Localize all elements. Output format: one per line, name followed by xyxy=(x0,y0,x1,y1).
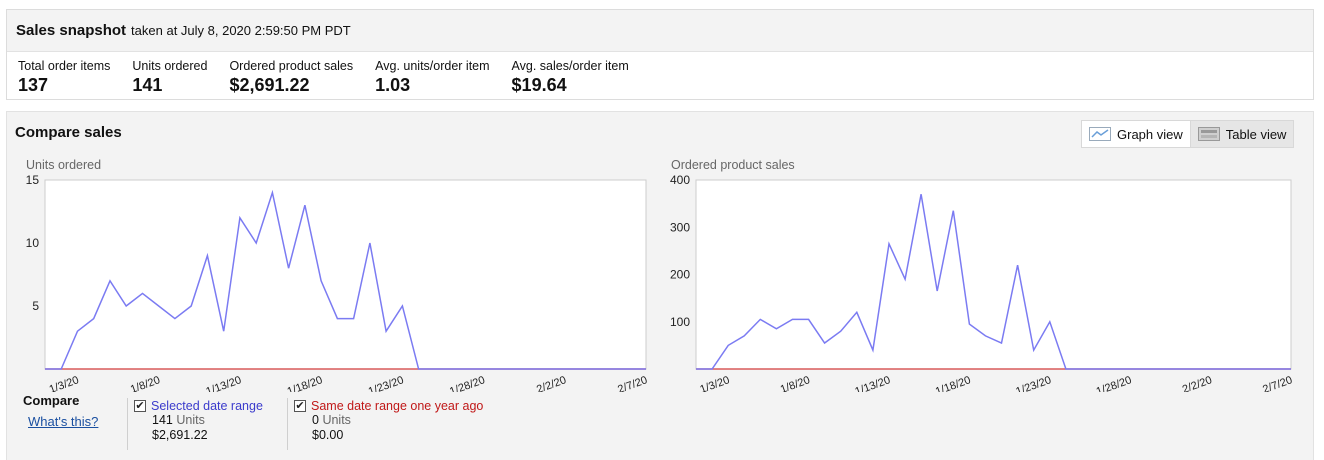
metric-label: Avg. sales/order item xyxy=(511,59,629,73)
x-tick-label: 1/8/20 xyxy=(779,374,812,392)
legend-divider xyxy=(127,398,128,450)
y-tick-label: 400 xyxy=(670,173,690,187)
snapshot-header: Sales snapshot taken at July 8, 2020 2:5… xyxy=(7,10,1313,52)
x-tick-label: 2/7/20 xyxy=(1261,374,1294,392)
metric-value: 137 xyxy=(18,75,49,95)
y-tick-label: 300 xyxy=(670,220,690,234)
units-chart-title: Units ordered xyxy=(26,158,102,172)
metric-value: $19.64 xyxy=(511,75,567,95)
plot-area xyxy=(695,179,1292,370)
table-icon xyxy=(1197,127,1220,141)
metric-label: Total order items xyxy=(18,59,111,73)
view-toggle: Graph view Table view xyxy=(1081,120,1295,148)
selected-range-checkbox[interactable]: ✔ xyxy=(134,399,146,412)
prior-range-label: Same date range one year ago xyxy=(311,399,484,413)
prior-range-checkbox[interactable]: ✔ xyxy=(294,399,306,412)
prior-range-units: 0 Units xyxy=(294,413,483,428)
x-tick-label: 1/23/20 xyxy=(367,374,406,392)
metric-units-ordered: Units ordered 141 xyxy=(132,59,207,96)
y-tick-label: 200 xyxy=(670,268,690,282)
x-tick-label: 1/3/20 xyxy=(698,374,731,392)
compare-sales-title: Compare sales xyxy=(15,124,122,141)
selected-range-label: Selected date range xyxy=(151,399,263,413)
metric-ordered-product-sales: Ordered product sales $2,691.22 xyxy=(229,59,353,96)
legend-selected-range: ✔ Selected date range 141 Units $2,691.2… xyxy=(134,399,263,443)
metric-value: $2,691.22 xyxy=(229,75,310,95)
metric-label: Units ordered xyxy=(132,59,208,73)
line-graph-icon xyxy=(1089,127,1111,141)
y-tick-label: 10 xyxy=(26,236,40,250)
x-tick-label: 1/13/20 xyxy=(853,374,892,392)
snapshot-title: Sales snapshot xyxy=(16,22,127,39)
x-tick-label: 1/18/20 xyxy=(286,374,325,392)
x-tick-label: 2/7/20 xyxy=(616,374,649,392)
sales-chart-title: Ordered product sales xyxy=(671,158,795,172)
metric-value: 141 xyxy=(132,75,163,95)
graph-view-label: Graph view xyxy=(1117,126,1183,142)
metric-label: Avg. units/order item xyxy=(375,59,490,73)
metric-total-order-items: Total order items 137 xyxy=(18,59,110,96)
selected-range-units: 141 Units xyxy=(134,413,263,428)
table-view-label: Table view xyxy=(1225,126,1287,142)
legend-prior-range: ✔ Same date range one year ago 0 Units $… xyxy=(294,399,483,443)
selected-units-word: Units xyxy=(176,413,205,427)
graph-view-button[interactable]: Graph view xyxy=(1081,120,1191,148)
compare-sales-panel: Compare sales Graph view Table view Unit… xyxy=(6,111,1314,460)
x-tick-label: 1/28/20 xyxy=(1095,374,1134,392)
metric-avg-sales-per-order-item: Avg. sales/order item $19.64 xyxy=(512,59,629,96)
plot-area xyxy=(44,179,647,370)
prior-units-word: Units xyxy=(322,413,351,427)
selected-units-value: 141 xyxy=(152,413,173,427)
compare-sales-charts: 5 10 15 1/3/20 1/8/20 1/13/20 1/18/20 1/23/20 1/… xyxy=(26,173,1294,392)
y-tick-label: 100 xyxy=(670,315,690,329)
selected-range-sales: $2,691.22 xyxy=(152,428,208,442)
prior-range-sales: $0.00 xyxy=(312,428,344,442)
x-tick-label: 2/2/20 xyxy=(535,374,568,392)
prior-units-value: 0 xyxy=(312,413,319,427)
selected-range-series-line xyxy=(45,189,646,370)
y-tick-label: 15 xyxy=(26,173,40,187)
metric-value: 1.03 xyxy=(375,75,411,95)
x-tick-label: 1/8/20 xyxy=(129,374,162,392)
snapshot-timestamp: taken at July 8, 2020 2:59:50 PM PDT xyxy=(131,23,351,38)
y-tick-label: 5 xyxy=(32,299,39,313)
metric-label: Ordered product sales xyxy=(229,59,354,73)
sales-snapshot-panel: Sales snapshot taken at July 8, 2020 2:5… xyxy=(6,9,1314,100)
compare-label: Compare xyxy=(23,393,80,408)
whats-this-link[interactable]: What's this? xyxy=(28,414,99,429)
metric-avg-units-per-order-item: Avg. units/order item 1.03 xyxy=(375,59,489,96)
snapshot-metrics: Total order items 137 Units ordered 141 … xyxy=(7,52,1313,96)
x-tick-label: 1/3/20 xyxy=(48,374,81,392)
x-tick-label: 1/28/20 xyxy=(448,374,487,392)
x-tick-label: 1/13/20 xyxy=(204,374,243,392)
selected-range-series-line xyxy=(696,194,1291,370)
table-view-button[interactable]: Table view xyxy=(1190,120,1295,148)
x-tick-label: 1/18/20 xyxy=(934,374,973,392)
legend-divider xyxy=(287,398,288,450)
x-tick-label: 2/2/20 xyxy=(1181,374,1214,392)
x-tick-label: 1/23/20 xyxy=(1014,374,1053,392)
